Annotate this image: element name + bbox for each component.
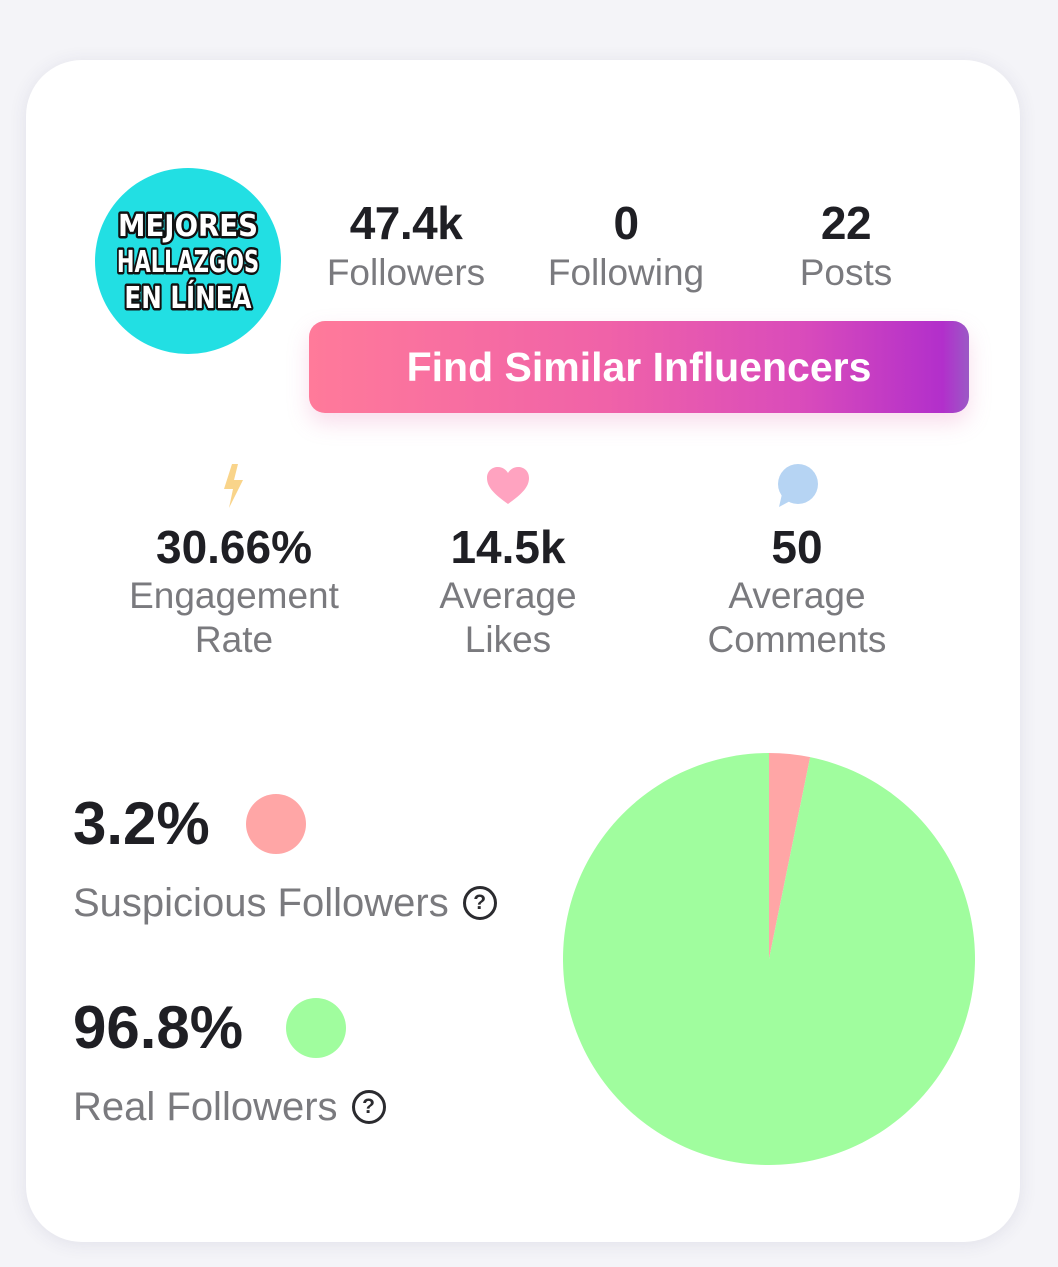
suspicious-followers-label: Suspicious Followers <box>73 881 449 925</box>
find-similar-influencers-button[interactable]: Find Similar Influencers <box>309 321 969 413</box>
average-likes-label-line1: Average <box>439 575 577 616</box>
logo-line-1: MEJORES <box>118 208 258 243</box>
brand-logo: MEJORES HALLAZGOS EN LÍNEA <box>115 206 261 318</box>
real-followers-label-row: Real Followers ? <box>73 1084 386 1130</box>
pie-slice-real-followers <box>563 753 975 1165</box>
posts-stat: 22 Posts <box>746 196 946 296</box>
engagement-rate-label-line1: Engagement <box>129 575 339 616</box>
average-comments-value: 50 <box>771 521 823 573</box>
posts-count: 22 <box>820 197 872 249</box>
following-stat: 0 Following <box>526 196 726 296</box>
average-comments-label-line2: Comments <box>707 619 887 660</box>
average-likes-value: 14.5k <box>450 521 566 573</box>
engagement-rate-value: 30.66% <box>155 521 312 573</box>
avatar[interactable]: MEJORES HALLAZGOS EN LÍNEA <box>95 168 281 354</box>
posts-label: Posts <box>799 252 893 293</box>
followers-stat: 47.4k Followers <box>306 196 506 296</box>
followers-label: Followers <box>326 252 486 293</box>
lightning-icon <box>224 464 243 508</box>
speech-bubble-icon <box>778 464 818 507</box>
followers-count: 47.4k <box>349 197 463 249</box>
following-count: 0 <box>613 197 639 249</box>
engagement-rate-metric: 30.66% Engagement Rate <box>104 462 364 662</box>
real-legend-dot <box>286 998 346 1058</box>
following-label: Following <box>547 252 705 293</box>
average-likes-metric: 14.5k Average Likes <box>408 462 608 662</box>
real-followers-label: Real Followers <box>73 1085 338 1129</box>
suspicious-legend-dot <box>246 794 306 854</box>
engagement-rate-label-line2: Rate <box>194 619 274 660</box>
average-comments-metric: 50 Average Comments <box>667 462 927 662</box>
average-likes-label-line2: Likes <box>464 619 552 660</box>
logo-line-3: EN LÍNEA <box>124 281 252 316</box>
help-icon[interactable]: ? <box>462 886 497 920</box>
heart-icon <box>487 467 529 504</box>
real-followers-percent: 96.8% <box>73 994 244 1061</box>
logo-line-2: HALLAZGOS <box>117 245 259 280</box>
average-comments-label-line1: Average <box>728 575 866 616</box>
pie-slice-suspicious-followers <box>769 753 811 959</box>
suspicious-followers-label-row: Suspicious Followers ? <box>73 880 497 926</box>
followers-pie-chart <box>563 753 975 1165</box>
help-icon[interactable]: ? <box>351 1090 386 1124</box>
suspicious-followers-percent: 3.2% <box>73 790 210 857</box>
